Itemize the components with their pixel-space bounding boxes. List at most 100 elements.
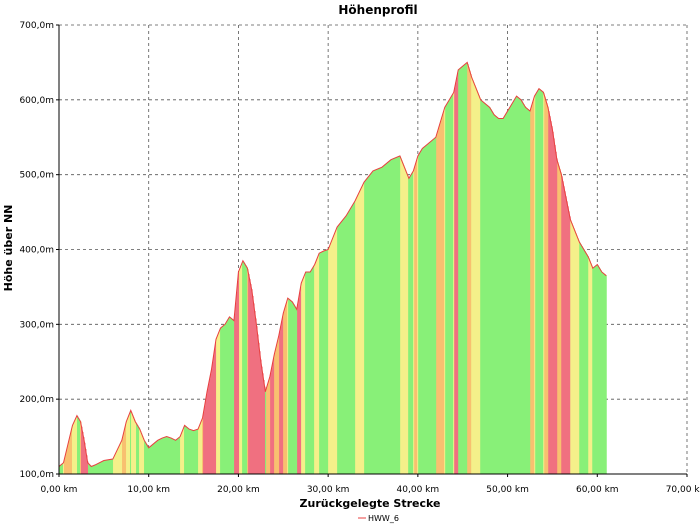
elevation-strip <box>416 159 418 474</box>
elevation-strip <box>119 445 121 474</box>
elevation-strip <box>258 342 260 474</box>
elevation-strip <box>579 242 581 474</box>
elevation-strip <box>434 138 436 474</box>
elevation-strip <box>244 263 246 474</box>
elevation-strip <box>414 166 416 474</box>
elevation-strip <box>358 193 360 474</box>
elevation-strip <box>552 131 554 475</box>
elevation-strip <box>148 447 150 474</box>
elevation-strip <box>440 120 442 474</box>
elevation-strip <box>264 386 266 474</box>
elevation-strip <box>290 300 292 474</box>
elevation-strip <box>422 148 424 474</box>
elevation-strip <box>69 437 71 474</box>
elevation-strip <box>481 100 483 474</box>
elevation-strip <box>468 67 470 475</box>
elevation-strip <box>528 109 530 475</box>
elevation-strip <box>391 159 393 474</box>
elevation-strip <box>501 118 503 474</box>
elevation-strip <box>547 106 549 475</box>
elevation-strip <box>166 436 168 474</box>
elevation-strip <box>153 443 155 474</box>
elevation-strip <box>201 420 203 474</box>
elevation-strip <box>103 460 105 474</box>
elevation-strip <box>350 208 352 475</box>
elevation-strip <box>151 445 153 474</box>
elevation-strip <box>382 166 384 474</box>
elevation-strip <box>482 101 484 474</box>
elevation-strip <box>156 441 158 474</box>
elevation-strip <box>333 235 335 474</box>
elevation-strip <box>107 459 109 474</box>
elevation-strip <box>446 104 448 474</box>
elevation-strip <box>273 357 275 474</box>
elevation-strip <box>300 286 302 474</box>
elevation-strip <box>87 461 89 474</box>
elevation-strip <box>413 169 415 474</box>
elevation-strip <box>345 216 347 474</box>
elevation-strip <box>319 253 321 474</box>
elevation-strip <box>277 340 279 474</box>
y-tick-label: 500,0m <box>19 171 54 181</box>
elevation-strip <box>84 442 86 474</box>
elevation-strip <box>181 432 183 474</box>
elevation-strip <box>518 97 520 475</box>
elevation-strip <box>451 95 453 474</box>
elevation-strip <box>535 94 537 474</box>
elevation-strip <box>160 438 162 474</box>
elevation-strip <box>178 437 180 474</box>
elevation-strip <box>577 238 579 474</box>
elevation-strip <box>342 220 344 474</box>
elevation-strip <box>499 118 501 474</box>
elevation-strip <box>62 463 64 474</box>
elevation-strip <box>317 257 319 474</box>
elevation-strip <box>267 384 269 474</box>
elevation-strip <box>163 437 165 474</box>
elevation-strip <box>215 342 217 474</box>
elevation-fill-layer <box>59 62 607 475</box>
elevation-strip <box>486 104 488 475</box>
elevation-strip <box>347 213 349 475</box>
elevation-strip <box>399 156 401 474</box>
elevation-strip <box>147 445 149 474</box>
elevation-strip <box>230 317 232 474</box>
elevation-strip <box>455 82 457 475</box>
elevation-strip <box>280 326 282 474</box>
elevation-strip <box>491 110 493 474</box>
elevation-strip <box>595 265 597 474</box>
elevation-strip <box>346 214 348 474</box>
elevation-strip <box>581 246 583 474</box>
elevation-strip <box>254 310 256 474</box>
elevation-strip <box>150 446 152 474</box>
elevation-strip <box>206 394 208 474</box>
elevation-strip <box>389 160 391 474</box>
elevation-strip <box>456 77 458 475</box>
elevation-strip <box>525 107 527 475</box>
x-tick-label: 40,00 km <box>397 485 440 495</box>
elevation-strip <box>355 199 357 474</box>
elevation-strip <box>324 250 326 474</box>
elevation-strip <box>105 460 107 474</box>
elevation-strip <box>101 461 103 474</box>
elevation-strip <box>495 116 497 474</box>
elevation-strip <box>519 98 521 475</box>
elevation-strip <box>511 104 513 475</box>
elevation-strip <box>353 203 355 475</box>
elevation-strip <box>492 112 494 474</box>
elevation-strip <box>231 318 233 474</box>
elevation-strip <box>65 454 67 474</box>
elevation-strip <box>292 302 294 474</box>
elevation-strip <box>269 377 271 474</box>
elevation-strip <box>490 109 492 475</box>
x-axis-label: Zurückgelegte Strecke <box>300 497 441 510</box>
elevation-strip <box>88 463 90 474</box>
elevation-strip <box>356 197 358 474</box>
elevation-strip <box>172 438 174 474</box>
elevation-strip <box>162 437 164 474</box>
elevation-strip <box>70 433 72 474</box>
elevation-strip <box>534 95 536 474</box>
elevation-strip <box>61 464 63 474</box>
elevation-strip <box>341 221 343 474</box>
elevation-strip <box>123 433 125 474</box>
